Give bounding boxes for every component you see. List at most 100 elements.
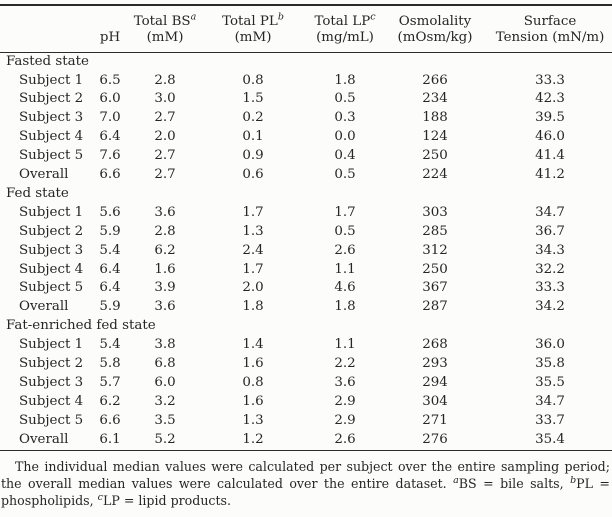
value-cell: 3.8 bbox=[154, 337, 176, 353]
value-cell: 1.1 bbox=[334, 261, 356, 277]
table-row: Subject 1 5.6 3.6 1.7 1.7 303 34.7 bbox=[0, 204, 612, 223]
value-cell: 34.7 bbox=[535, 393, 565, 409]
row-label: Overall bbox=[19, 299, 69, 315]
footnote-text: The individual median values were calcul… bbox=[1, 459, 610, 492]
value-cell: 1.4 bbox=[242, 337, 264, 353]
footnote-abbr-bs: BS = bile salts, bbox=[458, 476, 571, 492]
value-cell: 1.5 bbox=[242, 91, 264, 107]
value-cell: 5.6 bbox=[99, 204, 121, 220]
value-cell: 276 bbox=[422, 431, 448, 447]
col-header-rowlabel bbox=[0, 5, 88, 53]
value-cell: 42.3 bbox=[535, 91, 565, 107]
value-cell: 2.0 bbox=[242, 280, 264, 296]
value-cell: 1.3 bbox=[242, 223, 264, 239]
value-cell: 5.4 bbox=[99, 242, 121, 258]
value-cell: 1.2 bbox=[242, 431, 264, 447]
median-values-table: pH Total BSa (mM) Total PLb (mM) Total L… bbox=[0, 5, 612, 450]
value-cell: 2.9 bbox=[334, 412, 356, 428]
value-cell: 293 bbox=[422, 356, 448, 372]
value-cell: 285 bbox=[422, 223, 448, 239]
value-cell: 2.7 bbox=[154, 110, 176, 126]
value-cell: 2.8 bbox=[154, 223, 176, 239]
value-cell: 33.3 bbox=[535, 72, 565, 88]
row-label: Subject 1 bbox=[19, 204, 84, 220]
row-label: Subject 1 bbox=[19, 337, 84, 353]
value-cell: 188 bbox=[422, 110, 448, 126]
value-cell: 303 bbox=[422, 204, 448, 220]
value-cell: 271 bbox=[422, 412, 448, 428]
row-label: Overall bbox=[19, 167, 69, 183]
value-cell: 2.6 bbox=[334, 242, 356, 258]
value-cell: 34.7 bbox=[535, 204, 565, 220]
value-cell: 0.8 bbox=[242, 375, 264, 390]
value-cell: 3.2 bbox=[154, 393, 176, 409]
footnote-abbr-lp: LP = lipid products. bbox=[102, 493, 232, 509]
value-cell: 312 bbox=[422, 242, 448, 258]
value-cell: 34.3 bbox=[535, 242, 565, 258]
value-cell: 287 bbox=[422, 299, 448, 315]
value-cell: 294 bbox=[422, 375, 448, 390]
value-cell: 39.5 bbox=[535, 110, 565, 126]
value-cell: 0.3 bbox=[334, 110, 356, 126]
table-row: Subject 1 5.4 3.8 1.4 1.1 268 36.0 bbox=[0, 336, 612, 355]
value-cell: 1.1 bbox=[334, 337, 356, 353]
value-cell: 2.0 bbox=[154, 129, 176, 145]
value-cell: 6.0 bbox=[154, 375, 176, 390]
value-cell: 46.0 bbox=[535, 129, 565, 145]
value-cell: 3.6 bbox=[154, 204, 176, 220]
table-footnote: The individual median values were calcul… bbox=[0, 459, 612, 510]
value-cell: 5.9 bbox=[99, 299, 121, 315]
value-cell: 36.7 bbox=[535, 223, 565, 239]
value-cell: 3.0 bbox=[154, 91, 176, 107]
table-row: Overall 6.6 2.7 0.6 0.5 224 41.2 bbox=[0, 166, 612, 185]
row-label: Subject 4 bbox=[19, 393, 84, 409]
value-cell: 35.5 bbox=[535, 375, 565, 390]
footnote-abbr-pl: PL = phospholipids, bbox=[1, 476, 610, 509]
value-cell: 2.2 bbox=[334, 356, 356, 372]
section-label: Fasted state bbox=[6, 53, 89, 69]
value-cell: 5.2 bbox=[154, 431, 176, 447]
value-cell: 2.7 bbox=[154, 148, 176, 164]
value-cell: 34.2 bbox=[535, 299, 565, 315]
table-row: Subject 1 6.5 2.8 0.8 1.8 266 33.3 bbox=[0, 72, 612, 91]
section-label: Fat-enriched fed state bbox=[6, 318, 156, 334]
value-cell: 41.2 bbox=[535, 167, 565, 183]
table-row: Subject 5 7.6 2.7 0.9 0.4 250 41.4 bbox=[0, 147, 612, 166]
col-header-total-bs: Total BSa (mM) bbox=[132, 5, 198, 53]
value-cell: 304 bbox=[422, 393, 448, 409]
value-cell: 5.9 bbox=[99, 223, 121, 239]
value-cell: 33.3 bbox=[535, 280, 565, 296]
value-cell: 5.4 bbox=[99, 337, 121, 353]
table-row: Overall 5.9 3.6 1.8 1.8 287 34.2 bbox=[0, 298, 612, 317]
value-cell: 250 bbox=[422, 261, 448, 277]
table-row: Subject 5 6.6 3.5 1.3 2.9 271 33.7 bbox=[0, 412, 612, 431]
value-cell: 6.2 bbox=[154, 242, 176, 258]
table-header: pH Total BSa (mM) Total PLb (mM) Total L… bbox=[0, 5, 612, 53]
value-cell: 5.8 bbox=[99, 356, 121, 372]
value-cell: 367 bbox=[422, 280, 448, 296]
value-cell: 1.8 bbox=[334, 299, 356, 315]
row-label: Subject 5 bbox=[19, 148, 84, 164]
col-header-total-pl: Total PLb (mM) bbox=[198, 5, 308, 53]
table-top-rule bbox=[0, 4, 612, 6]
value-cell: 6.4 bbox=[99, 261, 121, 277]
value-cell: 1.7 bbox=[242, 261, 264, 277]
value-cell: 6.0 bbox=[99, 91, 121, 107]
value-cell: 7.6 bbox=[99, 148, 121, 164]
value-cell: 1.7 bbox=[242, 204, 264, 220]
table-row: Subject 2 5.8 6.8 1.6 2.2 293 35.8 bbox=[0, 355, 612, 374]
value-cell: 3.6 bbox=[334, 375, 356, 390]
row-label: Subject 2 bbox=[19, 223, 84, 239]
section-label: Fed state bbox=[6, 185, 69, 201]
value-cell: 1.6 bbox=[154, 261, 176, 277]
row-label: Subject 3 bbox=[19, 110, 84, 126]
value-cell: 6.6 bbox=[99, 167, 121, 183]
value-cell: 0.6 bbox=[242, 167, 264, 183]
value-cell: 250 bbox=[422, 148, 448, 164]
table-row: Subject 3 7.0 2.7 0.2 0.3 188 39.5 bbox=[0, 109, 612, 128]
value-cell: 6.5 bbox=[99, 72, 121, 88]
footnote-sup-c: c bbox=[97, 491, 103, 503]
section-header-row: Fasted state bbox=[0, 52, 612, 71]
value-cell: 3.6 bbox=[154, 299, 176, 315]
